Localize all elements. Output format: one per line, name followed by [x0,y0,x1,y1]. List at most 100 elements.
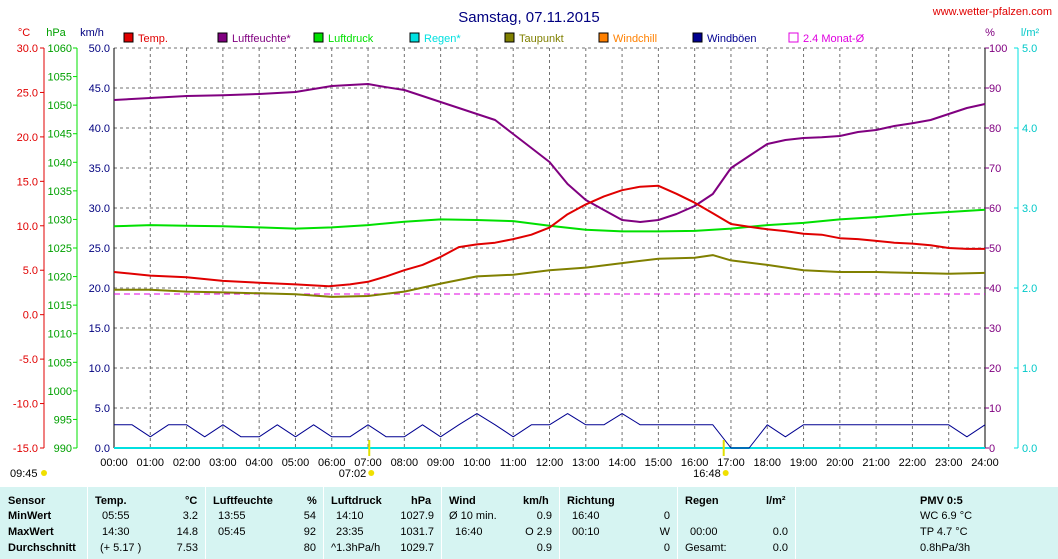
pressure-tick-label: 1030 [48,214,72,226]
column-separator [205,487,206,559]
x-tick-label: 02:00 [173,457,201,469]
legend-label: Regen* [424,33,461,45]
legend-swatch [504,32,515,43]
weather-chart: Samstag, 07.11.2015 www.wetter-pfalzen.co… [10,6,1052,480]
series-line [113,208,986,233]
temp-tick-label: 5.0 [23,265,38,277]
stats-wind-time: 16:40 [455,526,483,538]
temp-tick-label: 10.0 [17,221,38,233]
humidity-tick-label: 50 [989,243,1001,255]
stats-direction-value: 0 [663,510,670,522]
column-separator [87,487,88,559]
humidity-tick-label: 20 [989,363,1001,375]
stats-temp-value: 7.53 [176,542,198,554]
stats-rain-value: 0.0 [772,542,788,554]
humidity-tick-label: 90 [989,83,1001,95]
x-tick-label: 13:00 [572,457,600,469]
wind-tick-label: 35.0 [89,163,110,175]
pressure-tick-label: 1005 [48,357,72,369]
stats-rain-total-label: Gesamt: [685,542,727,554]
x-tick-label: 03:00 [209,457,237,469]
stats-header-temp: Temp. [95,495,127,507]
stats-humidity-value: 80 [303,542,316,554]
stats-pressure-time: 23:35 [336,526,364,538]
rain-axis-unit: l/m² [1021,27,1040,39]
column-separator [677,487,678,559]
temp-tick-label: 0.0 [23,310,38,322]
pressure-tick-label: 995 [54,414,72,426]
stats-pressure-value: 1027.9 [400,510,434,522]
humidity-tick-label: 10 [989,403,1001,415]
x-tick-label: 07:00 [354,457,382,469]
x-tick-label: 19:00 [790,457,818,469]
stats-temp-time: (+ 5.17 ) [100,542,142,554]
wind-tick-label: 45.0 [89,83,110,95]
column-separator [559,487,560,559]
humidity-tick-label: 70 [989,163,1001,175]
legend-swatch [313,32,324,43]
temp-tick-label: 15.0 [17,176,38,188]
series-line [113,83,986,223]
stats-pmv-value: WC 6.9 °C [920,510,973,522]
stats-header-wind: Wind [449,495,476,507]
pressure-tick-label: 1035 [48,186,72,198]
temp-tick-label: -10.0 [13,399,38,411]
temp-tick-label: -5.0 [19,354,38,366]
stats-header-humidity-unit: % [307,495,317,507]
legend-label: 2.4 Monat-Ø [803,33,865,45]
stats-panel: Sensor Temp. °C Luftfeuchte % Luftdruck … [0,487,1058,559]
temp-tick-label: 25.0 [17,87,38,99]
stats-header-wind-unit: km/h [523,495,549,507]
column-separator [441,487,442,559]
stats-wind-time: Ø 10 min. [449,510,497,522]
x-tick-label: 22:00 [899,457,927,469]
x-tick-label: 16:00 [681,457,709,469]
wind-tick-label: 10.0 [89,363,110,375]
x-tick-label: 18:00 [753,457,781,469]
humidity-tick-label: 0 [989,443,995,455]
stats-pressure-value: 1031.7 [400,526,434,538]
stats-header-temp-unit: °C [185,495,198,507]
rain-tick-label: 1.0 [1022,363,1037,375]
pressure-tick-label: 1010 [48,329,72,341]
stats-header-pressure: Luftdruck [331,495,382,507]
legend-swatch [692,32,703,43]
legend-label: Temp. [138,33,168,45]
legend-swatch [217,32,228,43]
sun-icon [368,470,375,476]
wind-tick-label: 5.0 [95,403,110,415]
moon-icon [722,470,729,476]
stats-temp-value: 14.8 [176,526,198,538]
x-tick-label: 05:00 [282,457,310,469]
wind-tick-label: 0.0 [95,443,110,455]
legend-label: Luftfeuchte* [232,33,291,45]
x-tick-label: 24:00 [971,457,999,469]
rain-tick-label: 5.0 [1022,43,1037,55]
stats-temp-time: 14:30 [102,526,130,538]
x-tick-label: 15:00 [645,457,673,469]
pressure-tick-label: 1000 [48,386,72,398]
x-tick-label: 12:00 [536,457,564,469]
legend-label: Luftdruck [328,33,374,45]
wind-tick-label: 40.0 [89,123,110,135]
stats-humidity-time: 05:45 [218,526,246,538]
sunset-label: 16:48 [693,468,721,480]
wind-tick-label: 25.0 [89,243,110,255]
stats-row-label: MaxWert [8,526,54,538]
sun-icon [41,470,47,476]
stats-humidity-time: 13:55 [218,510,246,522]
temp-axis-unit: °C [18,27,30,39]
x-tick-label: 09:00 [427,457,455,469]
legend-swatch [788,32,799,43]
humidity-axis-unit: % [985,27,995,39]
x-tick-label: 00:00 [100,457,128,469]
x-tick-label: 10:00 [463,457,491,469]
x-tick-label: 01:00 [137,457,165,469]
x-tick-label: 21:00 [862,457,890,469]
x-tick-label: 04:00 [245,457,273,469]
sunrise-label: 07:02 [339,468,367,480]
stats-header-pmv: PMV 0:5 [920,495,963,507]
stats-temp-value: 3.2 [182,510,198,522]
stats-rain-time: 00:00 [690,526,718,538]
stats-direction-value: 0 [663,542,670,554]
